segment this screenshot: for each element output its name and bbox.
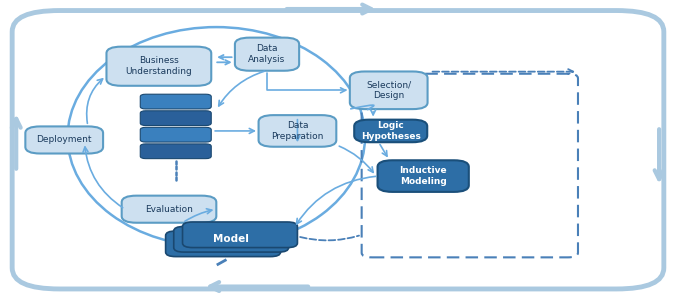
FancyBboxPatch shape	[174, 226, 289, 252]
Text: Model: Model	[213, 234, 249, 244]
FancyBboxPatch shape	[26, 126, 103, 154]
FancyBboxPatch shape	[350, 72, 427, 109]
Text: Data
Preparation: Data Preparation	[271, 121, 324, 141]
Text: Data
Analysis: Data Analysis	[248, 44, 286, 64]
Text: Logic
Hypotheses: Logic Hypotheses	[361, 121, 420, 141]
FancyBboxPatch shape	[141, 111, 211, 126]
FancyBboxPatch shape	[235, 38, 299, 71]
Text: Deployment: Deployment	[37, 135, 92, 144]
FancyBboxPatch shape	[141, 144, 211, 159]
FancyBboxPatch shape	[106, 47, 211, 86]
FancyBboxPatch shape	[183, 222, 297, 247]
FancyBboxPatch shape	[12, 11, 664, 289]
FancyBboxPatch shape	[377, 160, 469, 192]
FancyBboxPatch shape	[141, 127, 211, 142]
Text: Selection/
Design: Selection/ Design	[366, 80, 411, 100]
Text: Evaluation: Evaluation	[145, 205, 193, 214]
Text: Inductive
Modeling: Inductive Modeling	[400, 166, 447, 186]
FancyBboxPatch shape	[141, 94, 211, 109]
FancyBboxPatch shape	[258, 115, 337, 147]
FancyBboxPatch shape	[354, 120, 427, 142]
Text: Business
Understanding: Business Understanding	[126, 56, 192, 76]
FancyBboxPatch shape	[122, 196, 216, 223]
FancyBboxPatch shape	[166, 231, 281, 256]
